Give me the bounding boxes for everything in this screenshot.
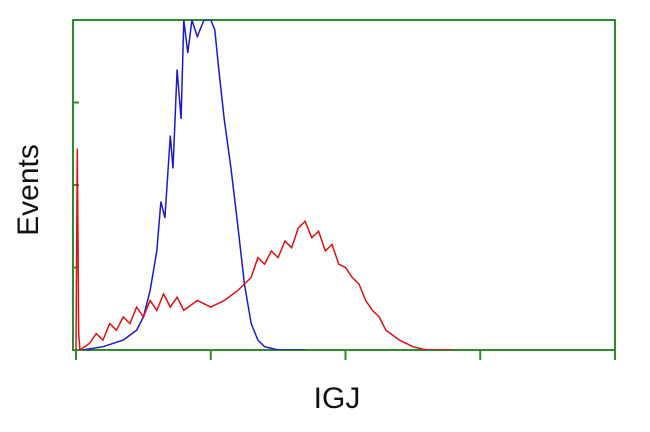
y-axis-label: Events bbox=[12, 144, 45, 236]
x-axis-label: IGJ bbox=[314, 382, 361, 415]
plot-frame bbox=[72, 19, 616, 351]
histogram-line bbox=[82, 20, 306, 350]
histogram-line bbox=[75, 148, 454, 350]
plot-area bbox=[75, 20, 454, 350]
